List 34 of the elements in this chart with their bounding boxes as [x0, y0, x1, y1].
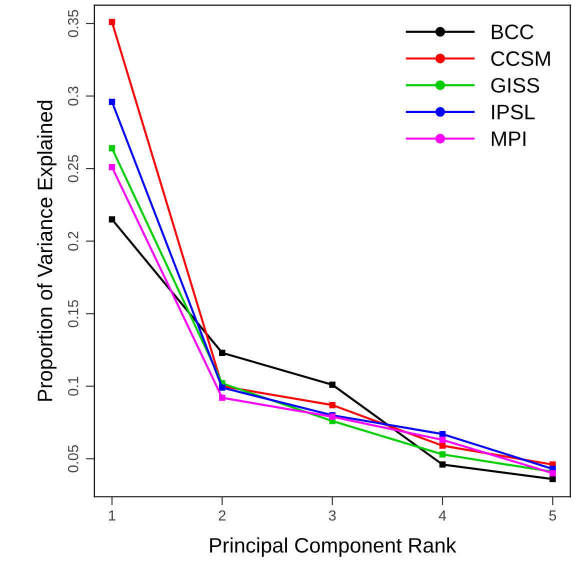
legend-label: GISS	[491, 78, 540, 93]
legend-label: IPSL	[492, 104, 535, 120]
y-tick-label: 0.3	[68, 86, 78, 106]
point	[108, 216, 116, 222]
y-tick-label: 0.15	[68, 300, 78, 328]
y-tick-label: 0.2	[68, 232, 78, 251]
point	[439, 430, 446, 438]
point	[329, 382, 336, 388]
y-tick-label: 0.35	[68, 10, 78, 38]
point	[219, 394, 226, 401]
y-tick-label: 0.25	[68, 155, 78, 182]
point	[108, 145, 116, 152]
point	[550, 476, 556, 482]
y-tick-label: 0.05	[68, 445, 78, 472]
point	[219, 350, 226, 356]
y-tick-label: 0.1	[68, 376, 78, 396]
x-tick-label: 4	[438, 510, 446, 521]
y-axis-title: Proportion of Variance Explained	[37, 100, 56, 401]
x-tick-label: 2	[218, 510, 226, 521]
point	[439, 436, 446, 444]
x-tick-label: 3	[328, 510, 336, 521]
x-tick-label: 5	[549, 510, 556, 521]
point	[439, 442, 446, 449]
point	[439, 451, 446, 458]
point	[108, 164, 116, 170]
x-axis-title: Principal Component Rank	[210, 537, 456, 557]
legend-label: CCSM	[491, 51, 550, 66]
point	[329, 402, 336, 408]
point	[439, 461, 446, 468]
point	[108, 98, 116, 105]
legend-label: MPI	[492, 132, 526, 146]
x-tick-label: 1	[109, 510, 116, 521]
legend-label: BCC	[492, 24, 534, 40]
point	[108, 18, 116, 26]
